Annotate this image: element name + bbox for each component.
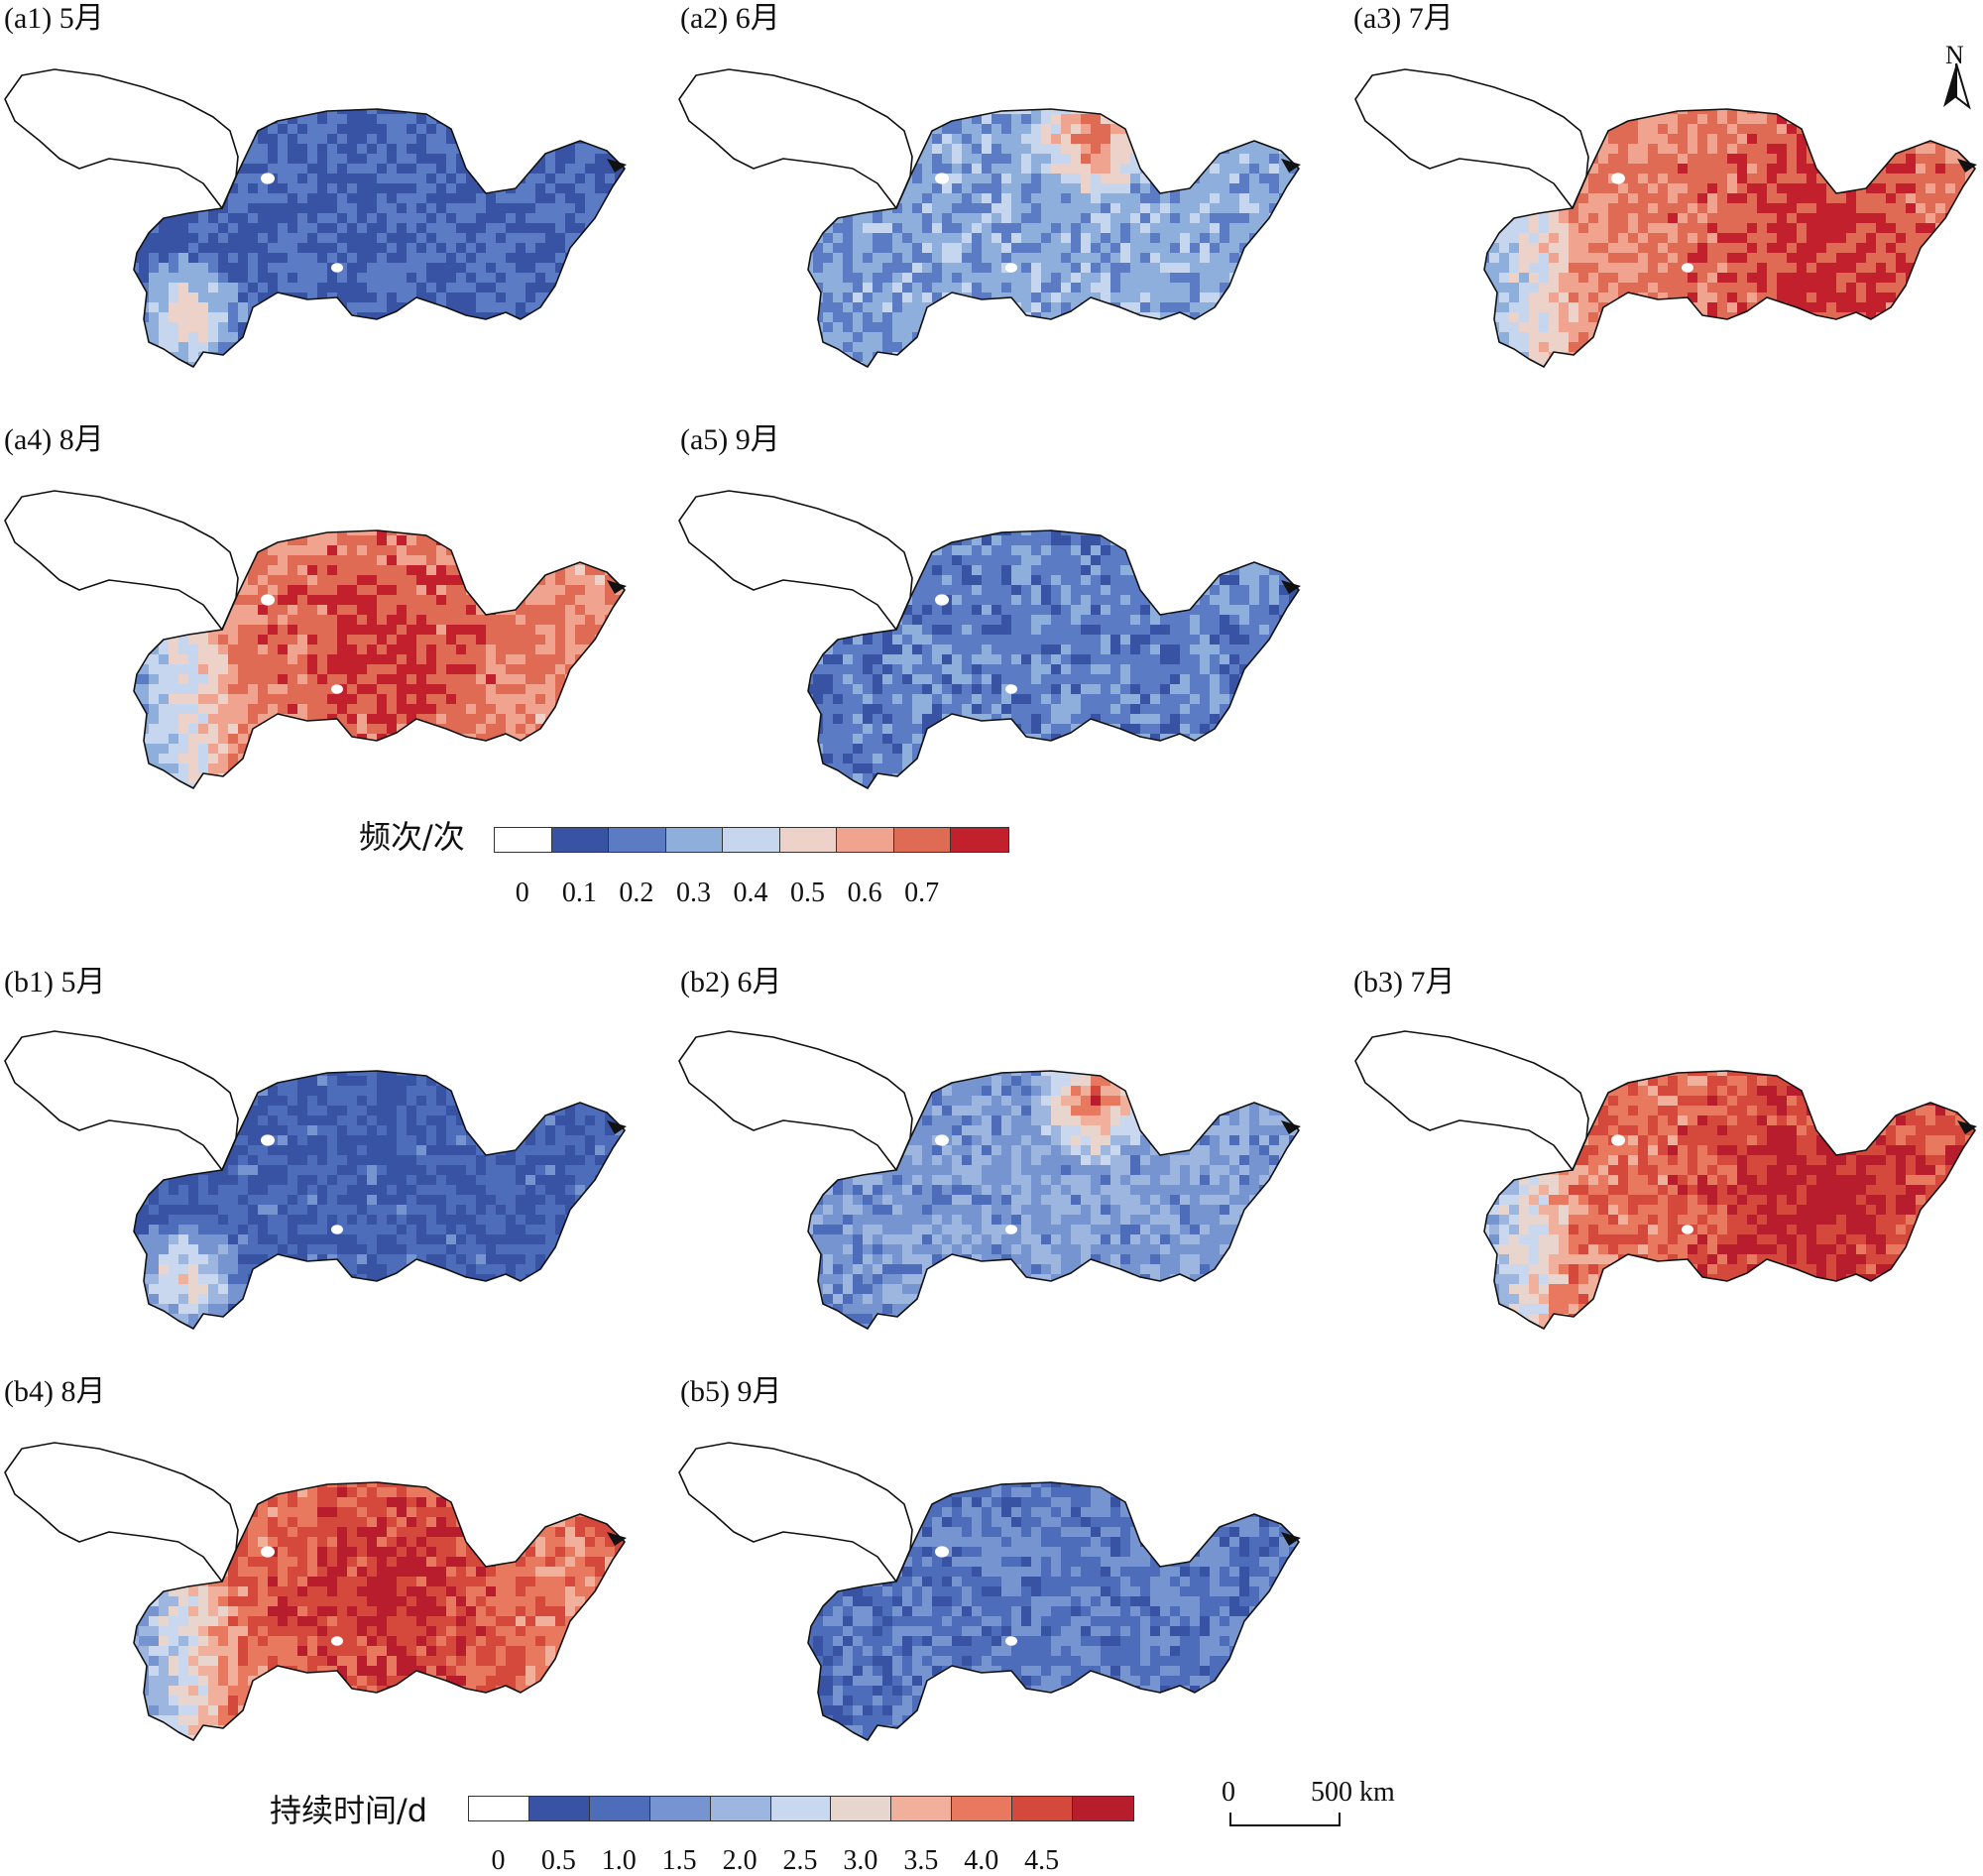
upper-basin-outline (1355, 69, 1588, 208)
legend-duration-tick-label: 2.0 (723, 1846, 758, 1876)
legend-frequency-tick-label: 0.5 (790, 879, 825, 908)
map-panel-b2 (674, 1021, 1319, 1339)
upper-basin-outline (679, 69, 912, 208)
legend-duration-colorbar (468, 1796, 1134, 1821)
legend-duration-swatch (469, 1797, 529, 1820)
panel-label-a4: (a4) 8月 (4, 423, 104, 457)
legend-duration-swatch (590, 1797, 650, 1820)
legend-duration-tick-label: 3.5 (903, 1846, 938, 1876)
map-panel-a3 (1350, 59, 1983, 377)
legend-frequency-tick-label: 0.1 (562, 879, 597, 908)
upper-basin-outline (679, 1443, 912, 1582)
panel-label-a5: (a5) 9月 (680, 423, 780, 457)
scale-bar-icon (1229, 1813, 1341, 1826)
legend-duration-tick-label: 1.0 (602, 1846, 637, 1876)
legend-duration-tick-label: 2.5 (783, 1846, 818, 1876)
legend-frequency-colorbar (494, 827, 1009, 853)
panel-label-a1: (a1) 5月 (4, 2, 104, 36)
legend-duration-swatch (529, 1797, 590, 1820)
legend-frequency-swatch (951, 828, 1008, 852)
legend-frequency-swatch (780, 828, 838, 852)
legend-frequency-swatch (723, 828, 780, 852)
legend-duration-swatch (650, 1797, 711, 1820)
upper-basin-outline (5, 491, 238, 630)
legend-frequency-swatch (837, 828, 894, 852)
upper-basin-outline (5, 1443, 238, 1582)
legend-duration-tick-label: 1.5 (662, 1846, 697, 1876)
legend-frequency-swatch (495, 828, 552, 852)
legend-duration-swatch (891, 1797, 952, 1820)
legend-duration-swatch (711, 1797, 771, 1820)
upper-basin-outline (5, 1031, 238, 1170)
map-panel-a4 (0, 481, 644, 798)
legend-duration-tick-label: 3.0 (843, 1846, 877, 1876)
legend-frequency-swatch (666, 828, 724, 852)
map-panel-a1 (0, 59, 644, 377)
north-arrow-icon (1931, 42, 1981, 111)
legend-frequency-swatch (609, 828, 666, 852)
legend-duration-swatch (831, 1797, 891, 1820)
map-panel-b5 (674, 1433, 1319, 1750)
legend-duration-swatch (1012, 1797, 1073, 1820)
map-panel-b1 (0, 1021, 644, 1339)
legend-duration-swatch (952, 1797, 1012, 1820)
legend-duration-tick-label: 0.5 (541, 1846, 576, 1876)
legend-frequency-tick-label: 0.4 (734, 879, 768, 908)
legend-frequency-tick-label: 0.2 (619, 879, 653, 908)
legend-frequency-tick-label: 0.7 (904, 879, 939, 908)
panel-label-b3: (b3) 7月 (1353, 966, 1455, 999)
map-panel-b3 (1350, 1021, 1983, 1339)
legend-frequency-tick-label: 0.6 (848, 879, 882, 908)
map-panel-b4 (0, 1433, 644, 1750)
legend-duration-tick-label: 0 (491, 1846, 505, 1876)
panel-label-a3: (a3) 7月 (1353, 2, 1454, 36)
legend-duration-tick-label: 4.0 (964, 1846, 998, 1876)
upper-basin-outline (679, 1031, 912, 1170)
scale-start-label: 0 (1222, 1778, 1235, 1808)
panel-label-a2: (a2) 6月 (680, 2, 780, 36)
scale-end-label: 500 km (1311, 1778, 1395, 1808)
legend-duration-swatch (1073, 1797, 1133, 1820)
legend-frequency-tick-label: 0 (516, 879, 529, 908)
legend-frequency-swatch (894, 828, 952, 852)
legend-frequency-swatch (552, 828, 610, 852)
upper-basin-outline (1355, 1031, 1588, 1170)
legend-frequency-tick-label: 0.3 (676, 879, 711, 908)
panel-label-b1: (b1) 5月 (4, 966, 105, 999)
map-panel-a2 (674, 59, 1319, 377)
panel-label-b2: (b2) 6月 (680, 966, 781, 999)
map-panel-a5 (674, 481, 1319, 798)
legend-duration-tick-label: 4.5 (1024, 1846, 1059, 1876)
legend-duration-title: 持续时间/d (270, 1793, 427, 1828)
upper-basin-outline (679, 491, 912, 630)
panel-label-b5: (b5) 9月 (680, 1375, 781, 1409)
upper-basin-outline (5, 69, 238, 208)
legend-frequency-title: 频次/次 (359, 819, 465, 855)
panel-label-b4: (b4) 8月 (4, 1375, 105, 1409)
legend-duration-swatch (771, 1797, 832, 1820)
